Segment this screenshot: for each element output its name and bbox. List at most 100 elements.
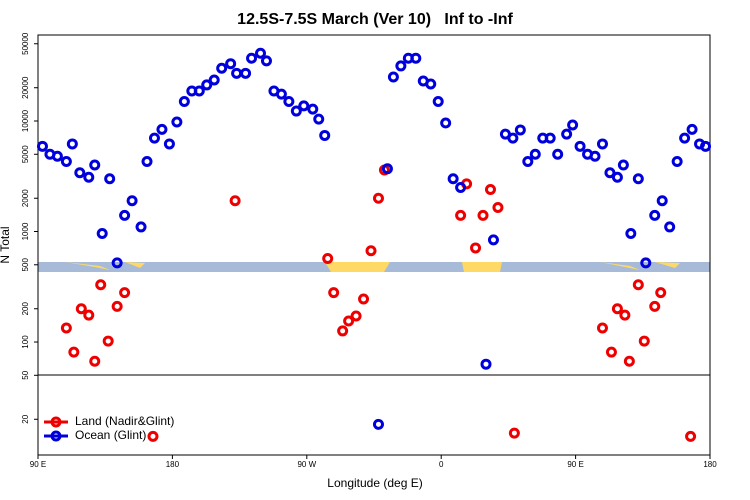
point: [656, 195, 668, 207]
point: [605, 346, 617, 358]
point: [611, 303, 623, 315]
point: [89, 355, 101, 367]
point: [432, 96, 444, 108]
point: [508, 427, 520, 439]
point: [649, 209, 661, 221]
point: [83, 309, 95, 321]
point: [507, 132, 519, 144]
y-tick-label: 50: [21, 370, 30, 379]
x-tick-label: 90 E: [30, 460, 46, 469]
point: [60, 156, 72, 168]
point: [649, 300, 661, 312]
point: [440, 117, 452, 129]
point: [447, 173, 459, 185]
point: [298, 100, 310, 112]
point: [260, 55, 272, 67]
point: [410, 52, 422, 64]
point: [561, 128, 573, 140]
point: [119, 287, 131, 299]
point: [492, 201, 504, 213]
point: [193, 85, 205, 97]
legend-label: Ocean (Glint): [75, 428, 146, 442]
legend-marker: [50, 416, 62, 428]
point: [514, 124, 526, 136]
point: [596, 138, 608, 150]
point: [240, 67, 252, 79]
point: [425, 78, 437, 90]
point: [275, 88, 287, 100]
point: [95, 279, 107, 291]
point: [381, 163, 393, 175]
point: [102, 335, 114, 347]
point: [529, 148, 541, 160]
point: [231, 67, 243, 79]
x-axis-label: Longitude (deg E): [327, 476, 422, 490]
x-tick-label: 90 W: [297, 460, 316, 469]
point: [119, 209, 131, 221]
point: [372, 192, 384, 204]
point: [484, 183, 496, 195]
point: [632, 279, 644, 291]
y-tick-label: 2000: [21, 189, 30, 207]
point: [60, 322, 72, 334]
point: [567, 119, 579, 131]
point: [686, 123, 698, 135]
land-band: [325, 262, 390, 272]
point: [307, 103, 319, 115]
point: [664, 221, 676, 233]
x-tick-label: 180: [703, 460, 717, 469]
point: [655, 287, 667, 299]
point: [552, 148, 564, 160]
point: [522, 156, 534, 168]
point: [216, 62, 228, 74]
point: [544, 132, 556, 144]
point: [147, 430, 159, 442]
point: [74, 167, 86, 179]
point: [66, 138, 78, 150]
point: [455, 182, 467, 194]
point: [89, 159, 101, 171]
point: [387, 71, 399, 83]
point: [135, 221, 147, 233]
land-band: [462, 262, 502, 272]
chart-title: 12.5S-7.5S March (Ver 10) Inf to -Inf: [237, 11, 513, 28]
point: [255, 47, 267, 59]
y-tick-label: 100: [21, 335, 30, 349]
point: [619, 309, 631, 321]
point: [617, 159, 629, 171]
point: [365, 245, 377, 257]
y-axis-label: N Total: [0, 226, 12, 263]
legend-label: Land (Nadir&Glint): [75, 414, 174, 428]
point: [313, 113, 325, 125]
point: [229, 195, 241, 207]
point: [111, 300, 123, 312]
y-tick-label: 1000: [21, 222, 30, 240]
point: [625, 227, 637, 239]
y-tick-label: 20: [21, 414, 30, 423]
point: [208, 74, 220, 86]
point: [455, 209, 467, 221]
point: [638, 335, 650, 347]
point: [328, 287, 340, 299]
x-tick-label: 0: [439, 460, 444, 469]
series: [60, 164, 697, 442]
legend-marker: [50, 430, 62, 442]
point: [685, 430, 697, 442]
point: [156, 123, 168, 135]
point: [640, 257, 652, 269]
point: [632, 173, 644, 185]
point: [126, 195, 138, 207]
point: [68, 346, 80, 358]
point: [246, 52, 258, 64]
point: [470, 242, 482, 254]
point: [51, 150, 63, 162]
y-tick-label: 200: [21, 302, 30, 316]
point: [671, 156, 683, 168]
point: [372, 418, 384, 430]
point: [700, 140, 712, 152]
point: [171, 116, 183, 128]
point: [104, 173, 116, 185]
point: [480, 358, 492, 370]
point: [75, 303, 87, 315]
legend: Land (Nadir&Glint) Ocean (Glint): [44, 414, 174, 442]
